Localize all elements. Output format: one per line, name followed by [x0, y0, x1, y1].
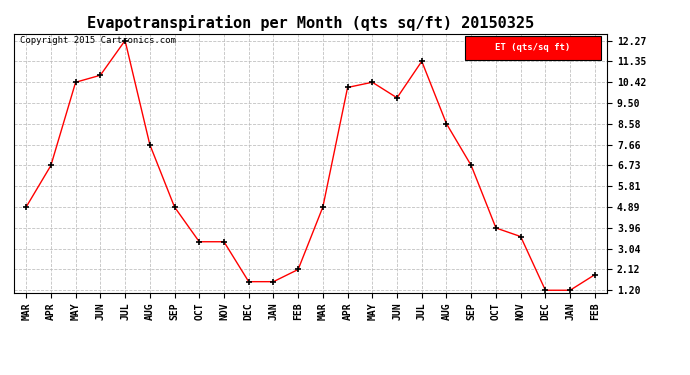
FancyBboxPatch shape	[465, 36, 601, 60]
Text: ET (qts/sq ft): ET (qts/sq ft)	[495, 44, 571, 52]
Title: Evapotranspiration per Month (qts sq/ft) 20150325: Evapotranspiration per Month (qts sq/ft)…	[87, 15, 534, 31]
Text: Copyright 2015 Cartronics.com: Copyright 2015 Cartronics.com	[20, 36, 176, 45]
